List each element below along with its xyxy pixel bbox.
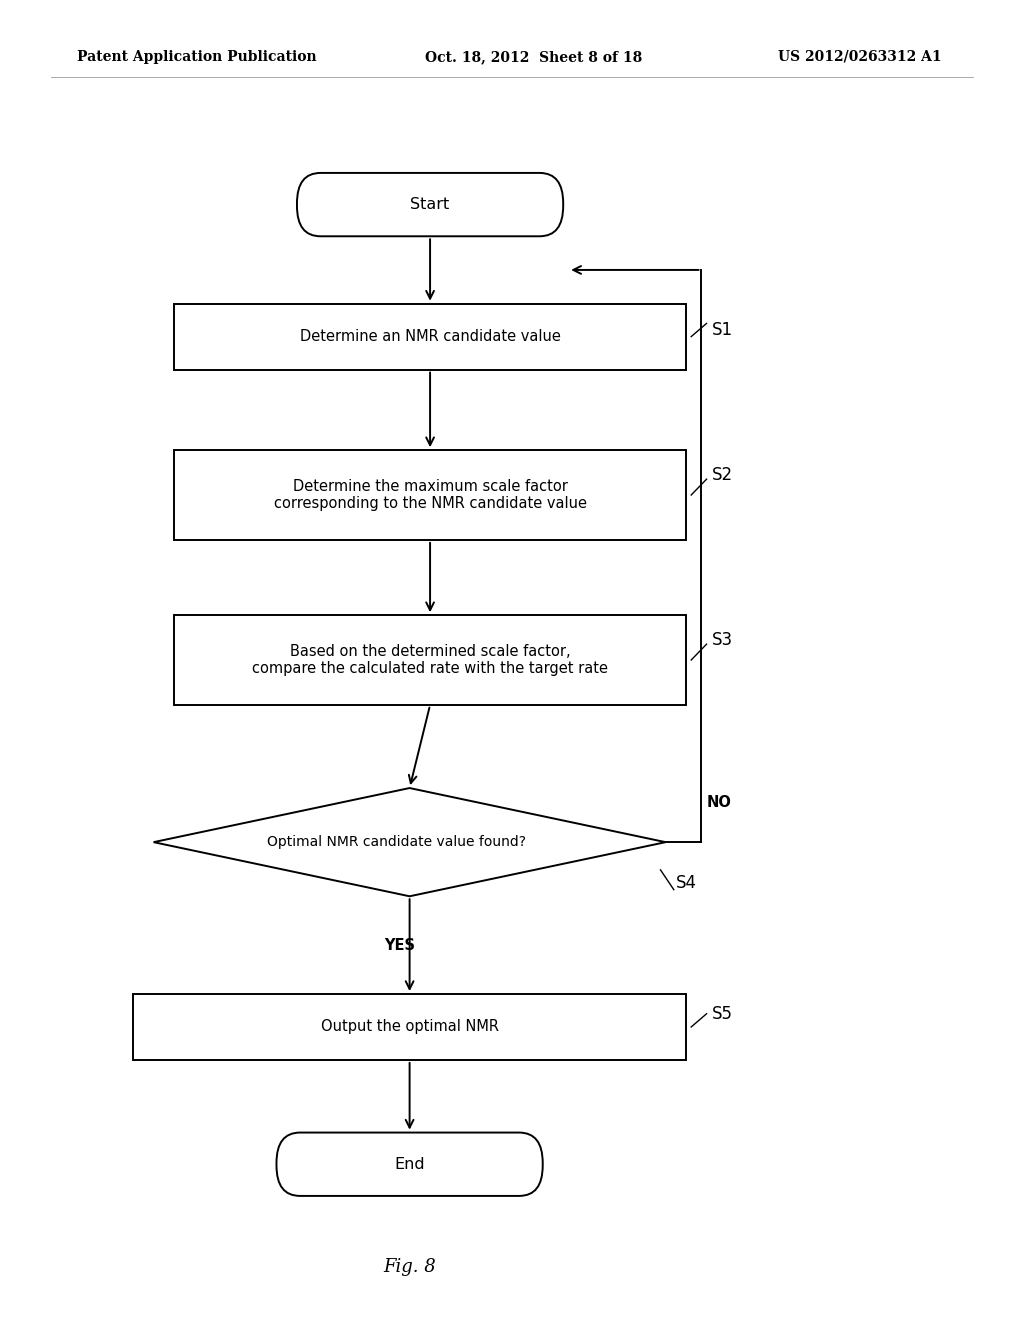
Text: NO: NO (707, 795, 731, 810)
Bar (174, 615, 686, 705)
Text: End: End (394, 1156, 425, 1172)
Text: US 2012/0263312 A1: US 2012/0263312 A1 (778, 50, 942, 63)
Bar (174, 450, 686, 540)
FancyBboxPatch shape (297, 173, 563, 236)
Polygon shape (154, 788, 666, 896)
Text: Patent Application Publication: Patent Application Publication (77, 50, 316, 63)
Text: S3: S3 (712, 631, 733, 649)
Text: Based on the determined scale factor,
compare the calculated rate with the targe: Based on the determined scale factor, co… (252, 644, 608, 676)
Text: S4: S4 (676, 874, 697, 892)
Text: Start: Start (411, 197, 450, 213)
Bar (174, 304, 686, 370)
Text: YES: YES (384, 937, 415, 953)
Text: Output the optimal NMR: Output the optimal NMR (321, 1019, 499, 1035)
Bar (133, 994, 686, 1060)
Text: S2: S2 (712, 466, 733, 484)
Text: Determine the maximum scale factor
corresponding to the NMR candidate value: Determine the maximum scale factor corre… (273, 479, 587, 511)
Text: Fig. 8: Fig. 8 (383, 1258, 436, 1276)
Text: Determine an NMR candidate value: Determine an NMR candidate value (300, 329, 560, 345)
FancyBboxPatch shape (276, 1133, 543, 1196)
Text: S1: S1 (712, 321, 733, 339)
Text: S5: S5 (712, 1005, 733, 1023)
Text: Optimal NMR candidate value found?: Optimal NMR candidate value found? (267, 836, 526, 849)
Text: Oct. 18, 2012  Sheet 8 of 18: Oct. 18, 2012 Sheet 8 of 18 (425, 50, 642, 63)
